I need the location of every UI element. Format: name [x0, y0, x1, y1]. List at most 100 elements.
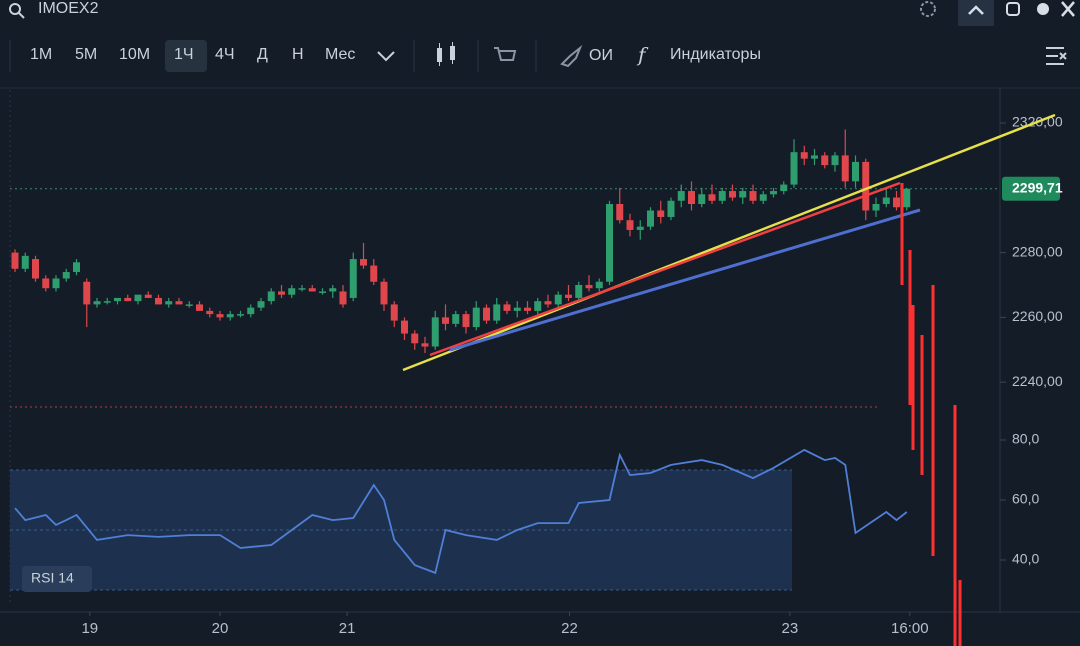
collapse-button[interactable] — [958, 0, 994, 26]
candle-body — [708, 194, 716, 201]
candle-body — [903, 188, 911, 208]
timeframe-button[interactable]: 10M — [119, 46, 150, 63]
candle-body — [452, 314, 460, 324]
rsi-label: RSI 14 — [31, 570, 74, 586]
candle-body — [841, 155, 849, 182]
candle-body — [780, 184, 788, 192]
candle-body — [237, 314, 244, 316]
candle-body — [114, 297, 121, 302]
search-icon[interactable] — [9, 3, 21, 15]
timeframe-button[interactable]: Н — [292, 46, 304, 63]
candle-body — [298, 288, 306, 290]
candle-body — [472, 307, 480, 328]
drawn-verticals — [900, 183, 962, 646]
candle-body — [739, 191, 747, 198]
settings-icon[interactable] — [920, 1, 936, 17]
candle-body — [349, 259, 357, 298]
candle-body — [821, 155, 829, 166]
search-icon-handle — [18, 12, 25, 19]
candle-body — [21, 255, 29, 269]
candle-body — [759, 194, 767, 201]
candle-body — [93, 301, 101, 305]
indicators-button[interactable]: Индикаторы — [670, 46, 761, 63]
candle-body — [524, 307, 531, 311]
oi-icon[interactable] — [560, 44, 583, 68]
candle-body — [339, 291, 347, 305]
candle-body — [698, 194, 706, 205]
candle-body — [667, 200, 675, 217]
trendline-red[interactable] — [429, 181, 901, 357]
candle-body — [657, 210, 665, 217]
candle-body — [677, 191, 685, 201]
candle-body — [729, 191, 736, 198]
candle-body — [442, 317, 449, 324]
candle-body — [585, 284, 593, 289]
layout-icon[interactable] — [1046, 47, 1067, 65]
candle-type-icon[interactable] — [437, 42, 455, 66]
candle-body — [32, 259, 39, 279]
timeframe-button[interactable]: Мес — [325, 46, 355, 63]
chevron-up — [968, 5, 984, 15]
y-tick-label: 2260,00 — [1012, 308, 1063, 324]
candle-body — [595, 281, 603, 289]
cart-icon[interactable] — [494, 47, 517, 61]
y-tick-label: 2240,00 — [1012, 373, 1063, 389]
candle-body — [216, 314, 224, 318]
candle-body — [308, 288, 316, 292]
candle-body — [411, 333, 419, 344]
candle-body — [380, 281, 388, 305]
candle-body — [893, 197, 900, 208]
candle-body — [226, 314, 234, 318]
candle-body — [360, 259, 367, 266]
timeframe-button[interactable]: 1M — [30, 46, 52, 63]
x-tick-label: 16:00 — [891, 620, 929, 637]
window-icon[interactable] — [1006, 2, 1020, 16]
candle-body — [390, 304, 398, 321]
candle-body — [626, 220, 634, 230]
candle-body — [575, 284, 583, 298]
candle-body — [554, 294, 562, 305]
candle-body — [882, 197, 890, 205]
candle-body — [636, 226, 644, 230]
fx-icon: f — [636, 43, 649, 67]
gear-icon[interactable] — [1037, 3, 1049, 15]
candle-body — [483, 307, 490, 321]
close-icon[interactable] — [1061, 1, 1075, 17]
candle-body — [247, 307, 255, 315]
y-tick-label: 60,0 — [1012, 491, 1039, 507]
candle-body — [513, 307, 521, 311]
candle-body — [565, 294, 572, 298]
candle-body — [278, 291, 285, 295]
candle-body — [811, 155, 818, 159]
symbol[interactable]: IMOEX2 — [38, 0, 99, 17]
candle-body — [196, 304, 203, 311]
candle-body — [155, 297, 162, 305]
timeframe-button[interactable]: 5M — [75, 46, 97, 63]
last-price-label: 2299,71 — [1012, 179, 1063, 195]
plot: 2240,002260,002280,002320,0040,060,080,0… — [10, 114, 1063, 637]
candle-body — [267, 291, 275, 302]
timeframe-button[interactable]: 1Ч — [174, 46, 194, 63]
x-tick-label: 20 — [212, 620, 229, 637]
trendline-yellow[interactable] — [402, 113, 1056, 372]
candle-body — [319, 291, 326, 293]
candle-body — [144, 294, 152, 298]
candle-body — [73, 262, 80, 273]
trendline-blue[interactable] — [449, 208, 921, 352]
timeframes: 1M 5M 10M 1Ч 4Ч Д Н Мес — [30, 40, 355, 72]
timeframe-button[interactable]: 4Ч — [215, 46, 235, 63]
y-tick-label: 80,0 — [1012, 431, 1039, 447]
more-timeframes[interactable] — [377, 51, 395, 62]
y-tick-label: 40,0 — [1012, 551, 1039, 567]
candle-body — [175, 301, 183, 305]
candle-body — [165, 301, 173, 305]
candle-body — [103, 301, 111, 303]
timeframe-active — [165, 40, 207, 72]
candle-body — [124, 297, 132, 302]
candle-body — [42, 278, 50, 289]
oi-button[interactable]: ОИ — [589, 47, 613, 64]
candle-body — [800, 152, 808, 159]
candle-body — [329, 288, 337, 292]
candle-body — [770, 191, 777, 195]
timeframe-button[interactable]: Д — [257, 46, 268, 63]
